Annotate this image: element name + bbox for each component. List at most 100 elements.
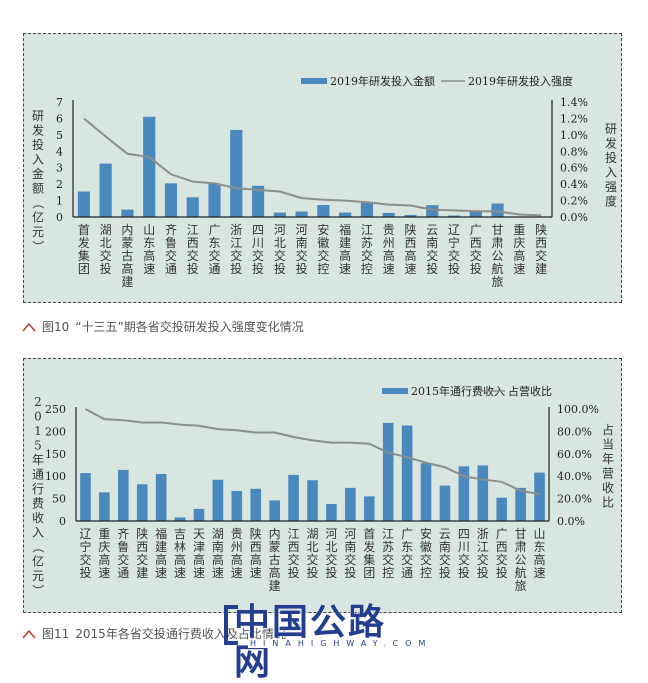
svg-text:交: 交 — [477, 552, 489, 567]
svg-text:控: 控 — [317, 262, 329, 276]
svg-text:西: 西 — [187, 236, 199, 250]
svg-text:交: 交 — [100, 248, 112, 263]
bar — [213, 480, 224, 521]
svg-text:鲁: 鲁 — [117, 540, 129, 554]
svg-text:团: 团 — [78, 262, 90, 276]
svg-text:浙: 浙 — [230, 223, 242, 237]
svg-text:投: 投 — [439, 565, 451, 580]
svg-text:交: 交 — [448, 248, 460, 263]
svg-text:广: 广 — [401, 527, 413, 541]
bar — [383, 213, 395, 217]
bar — [250, 489, 261, 521]
svg-text:陕: 陕 — [136, 526, 148, 541]
svg-text:投: 投 — [605, 150, 617, 165]
bar — [345, 488, 356, 521]
y-right-tick-label: 40.0% — [557, 470, 592, 483]
svg-text:陕: 陕 — [250, 526, 262, 541]
legend-bar-swatch — [301, 78, 327, 84]
svg-text:辽: 辽 — [79, 527, 91, 541]
y-right-tick-label: 1.2% — [560, 112, 588, 125]
svg-text:交: 交 — [439, 552, 451, 567]
y-tick-label: 2 — [56, 178, 63, 191]
svg-text:交: 交 — [470, 248, 482, 263]
watermark-logo: 中国公路网 HINAHIGHWAY.COM — [218, 603, 418, 649]
svg-text:四: 四 — [458, 527, 470, 541]
svg-text:内: 内 — [269, 527, 281, 541]
svg-text:速: 速 — [143, 262, 155, 276]
svg-text:浙: 浙 — [477, 527, 489, 541]
svg-text:高: 高 — [339, 248, 351, 263]
svg-text:山: 山 — [143, 223, 155, 237]
svg-text:贵: 贵 — [383, 223, 395, 237]
svg-text:高: 高 — [174, 552, 186, 567]
svg-text:甘: 甘 — [492, 223, 504, 237]
svg-text:江: 江 — [288, 527, 300, 541]
svg-text:西: 西 — [535, 236, 547, 250]
bar — [515, 488, 526, 521]
bar — [470, 212, 482, 217]
svg-text:入: 入 — [32, 526, 44, 540]
svg-text:投: 投 — [325, 565, 337, 580]
svg-text:北: 北 — [274, 236, 286, 250]
svg-text:西: 西 — [496, 540, 508, 554]
bar — [274, 213, 286, 217]
svg-text:通: 通 — [401, 566, 413, 580]
svg-text:比: 比 — [602, 496, 614, 510]
svg-text:年: 年 — [602, 452, 614, 466]
y-right-tick-label: 100.0% — [557, 403, 599, 416]
svg-text:江: 江 — [187, 223, 199, 237]
y-right-tick-label: 0.8% — [560, 145, 588, 158]
svg-text:速: 速 — [212, 566, 224, 580]
svg-text:年: 年 — [32, 453, 44, 467]
svg-text:州: 州 — [383, 236, 395, 250]
svg-text:西: 西 — [136, 540, 148, 554]
svg-text:营: 营 — [602, 467, 614, 481]
svg-text:）: ） — [31, 584, 45, 596]
svg-text:交: 交 — [165, 248, 177, 263]
svg-text:蒙: 蒙 — [269, 540, 281, 554]
svg-text:南: 南 — [426, 235, 438, 250]
bar — [187, 197, 199, 217]
svg-text:控: 控 — [361, 262, 373, 276]
svg-text:交: 交 — [496, 552, 508, 567]
svg-text:江: 江 — [382, 527, 394, 541]
svg-text:蒙: 蒙 — [121, 236, 133, 250]
y-axis-title: 2015年通行费收入（亿元） — [31, 395, 45, 597]
y-tick-label: 5 — [56, 129, 63, 142]
svg-text:5: 5 — [34, 439, 42, 453]
svg-text:南: 南 — [212, 539, 224, 554]
svg-text:建: 建 — [339, 236, 351, 250]
legend-bar-label: 2019年研发投入金额 — [330, 74, 435, 88]
bar — [143, 117, 155, 217]
y-right-tick-label: 1.0% — [560, 129, 588, 142]
bar — [307, 480, 318, 521]
y-axis-title: 研发投入金额（亿元） — [31, 109, 45, 253]
svg-text:高: 高 — [269, 565, 281, 580]
svg-text:辽: 辽 — [448, 223, 460, 237]
svg-text:津: 津 — [193, 540, 205, 554]
svg-text:徽: 徽 — [420, 539, 432, 554]
svg-text:高: 高 — [193, 552, 205, 567]
svg-text:西: 西 — [250, 540, 262, 554]
svg-text:0: 0 — [34, 410, 42, 424]
y-tick-label: 200 — [45, 425, 66, 438]
svg-text:川: 川 — [252, 236, 264, 250]
svg-text:山: 山 — [534, 527, 546, 541]
svg-text:占: 占 — [602, 422, 614, 437]
bar — [426, 205, 438, 217]
